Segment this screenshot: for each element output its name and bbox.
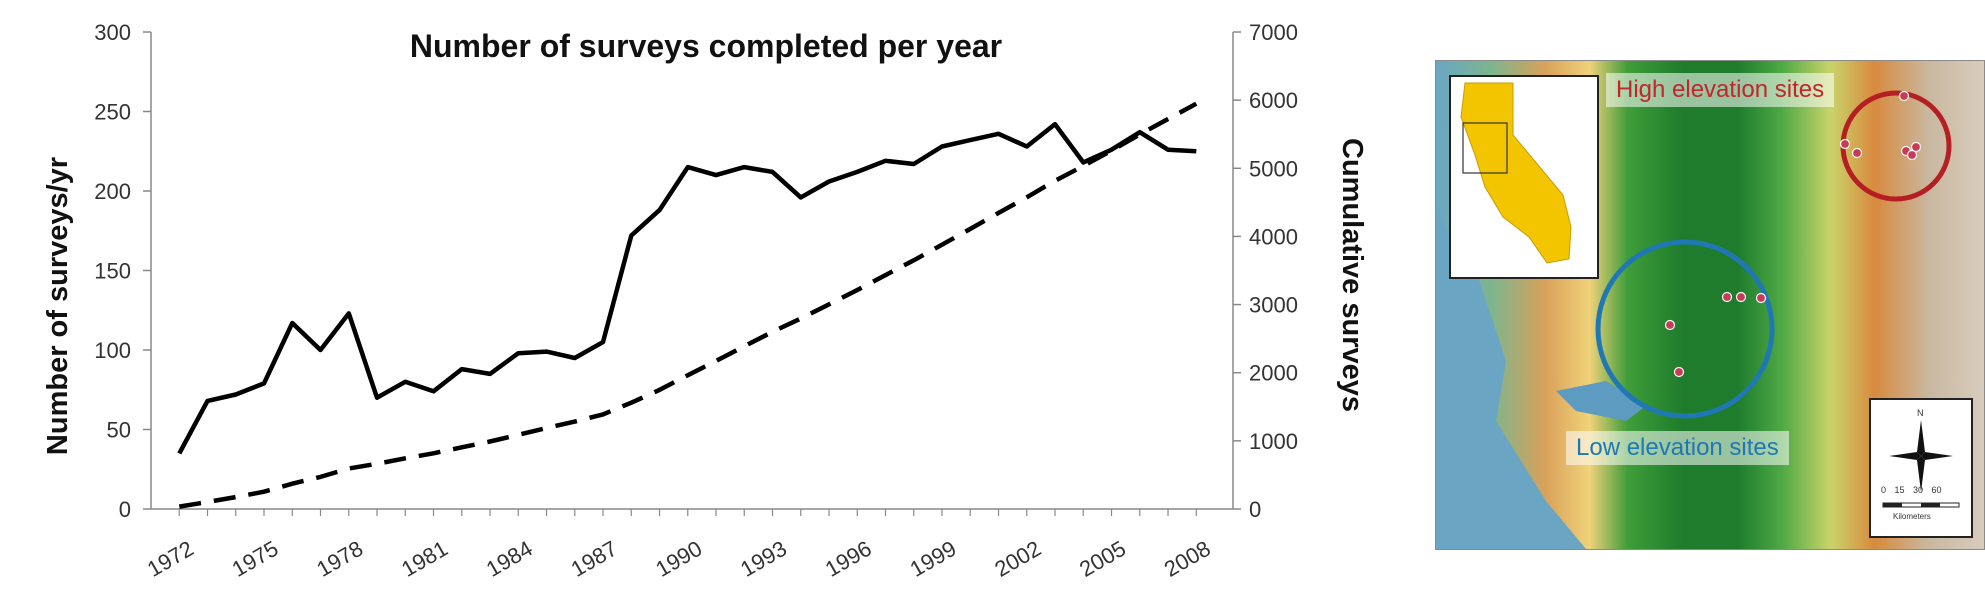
y-tick-label: 100 (94, 338, 131, 363)
y-tick-label: 0 (119, 497, 131, 522)
x-tick-label: 1990 (651, 536, 706, 582)
y-tick-label: 250 (94, 100, 131, 125)
y2-tick-label: 1000 (1249, 429, 1298, 454)
chart-title: Number of surveys completed per year (410, 28, 1002, 64)
y2-tick-label: 7000 (1249, 20, 1298, 45)
site-map: High elevation sites Low elevation sites… (1435, 60, 1985, 550)
y-tick-label: 50 (107, 418, 131, 443)
x-tick-label: 2002 (990, 536, 1045, 582)
scale-bar (1882, 502, 1960, 508)
california-shape (1460, 82, 1572, 264)
survey-line-chart: Number of surveys completed per year 0 50… (42, 20, 1368, 582)
site-dot (1673, 366, 1685, 378)
series-layer (177, 101, 1198, 509)
x-tick-label: 1981 (397, 536, 452, 582)
x-tick-label: 1996 (821, 536, 876, 582)
scale-bar-ticks: 0 15 30 60 (1881, 485, 1942, 495)
y2-axis-title: Cumulative surveys (1336, 138, 1368, 412)
low-elevation-ring (1595, 239, 1775, 419)
x-tick-label: 1978 (312, 536, 367, 582)
x-tick-label: 1993 (736, 536, 791, 582)
x-tick-label: 1999 (906, 536, 961, 582)
x-tick-label: 1984 (482, 536, 537, 582)
x-tick-label: 2008 (1160, 536, 1215, 582)
right-axis-ticks: 0 1000 2000 3000 4000 5000 6000 7000 (1233, 20, 1298, 522)
y-tick-label: 150 (94, 259, 131, 284)
y2-tick-label: 2000 (1249, 361, 1298, 386)
site-dot (1721, 291, 1733, 303)
x-tick-label: 1972 (143, 536, 198, 582)
y-tick-label: 300 (94, 20, 131, 45)
site-dot (1735, 291, 1747, 303)
y2-tick-label: 4000 (1249, 224, 1298, 249)
site-dot (1906, 149, 1918, 161)
left-axis-ticks: 0 50 100 150 200 250 300 (94, 20, 151, 522)
x-tick-label: 1975 (228, 536, 283, 582)
bay-water (1556, 381, 1646, 421)
site-dot (1755, 292, 1767, 304)
y2-tick-label: 6000 (1249, 88, 1298, 113)
y2-tick-label: 3000 (1249, 293, 1298, 318)
compass-rose-icon (1889, 420, 1953, 492)
surveys-per-year-line (177, 121, 1197, 455)
study-area-box (1462, 122, 1508, 174)
cumulative-surveys-line (178, 101, 1198, 509)
y-axis-title: Number of surveys/yr (42, 157, 74, 455)
site-dots (1664, 90, 1922, 378)
site-dot (1910, 141, 1922, 153)
y2-tick-label: 0 (1249, 497, 1261, 522)
y-tick-label: 200 (94, 179, 131, 204)
scale-unit-label: Kilometers (1893, 512, 1931, 521)
ocean-area (1436, 211, 1586, 549)
site-dot (1664, 319, 1676, 331)
x-axis-ticks: 1972 1975 1978 1981 1984 1987 1990 1993 1996 1999… (143, 509, 1215, 582)
map-legend: N 0 15 30 60 Kilometers (1869, 398, 1973, 538)
high-elevation-label: High elevation sites (1606, 73, 1835, 107)
x-tick-label: 1987 (567, 536, 622, 582)
axes (150, 32, 1234, 510)
y2-tick-label: 5000 (1249, 156, 1298, 181)
california-icon (1460, 82, 1572, 264)
x-tick-label: 2005 (1075, 536, 1130, 582)
california-inset (1449, 75, 1599, 279)
site-dot (1851, 147, 1863, 159)
site-dot (1839, 138, 1851, 150)
low-elevation-label: Low elevation sites (1566, 431, 1789, 465)
north-label: N (1917, 408, 1924, 418)
site-dot (1898, 90, 1910, 102)
